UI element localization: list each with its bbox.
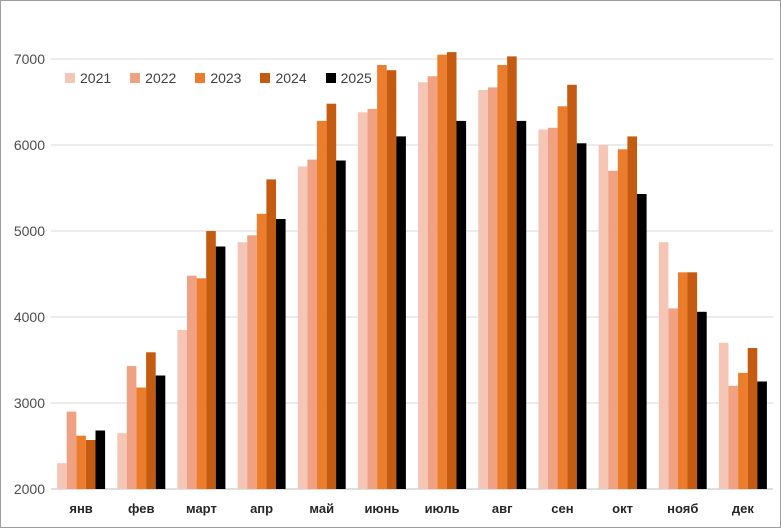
bar-2023-окт xyxy=(617,149,628,490)
bar-2022-май xyxy=(307,159,317,489)
x-axis-category-label: июль xyxy=(425,501,460,516)
bar-2021-июнь xyxy=(357,112,368,490)
legend-item-2025: 2025 xyxy=(325,70,372,86)
bar-2025-июнь xyxy=(396,136,406,489)
x-axis-category-label: янв xyxy=(69,501,92,516)
legend-swatch-2021 xyxy=(65,73,75,83)
bar-2025-дек xyxy=(757,381,767,489)
bar-2022-авг xyxy=(487,87,498,490)
bar-2025-нояб xyxy=(697,311,707,489)
bar-2021-апр xyxy=(237,242,248,489)
bar-2024-июль xyxy=(446,52,457,489)
bar-2021-авг xyxy=(478,90,488,489)
bar-2023-сен xyxy=(557,106,568,490)
bar-2023-фев xyxy=(136,387,146,489)
bar-2022-апр xyxy=(247,235,257,489)
legend-label: 2024 xyxy=(275,70,307,86)
bar-2022-фев xyxy=(126,366,137,489)
bar-2021-янв xyxy=(57,463,67,489)
legend-item-2023: 2023 xyxy=(195,70,241,86)
y-axis-tick-label: 3000 xyxy=(14,395,45,411)
bar-2024-окт xyxy=(627,136,637,489)
bar-2023-май xyxy=(316,120,327,490)
bar-2023-июль xyxy=(437,54,447,489)
legend-item-2021: 2021 xyxy=(65,70,111,86)
bar-2025-фев xyxy=(155,375,166,489)
bar-2024-дек xyxy=(747,348,758,489)
bar-2022-нояб xyxy=(668,308,678,489)
legend-swatch-2025 xyxy=(325,73,336,83)
legend-label: 2022 xyxy=(145,70,177,86)
x-axis-category-label: фев xyxy=(128,501,154,516)
bar-2025-сен xyxy=(576,143,587,490)
legend-swatch-2023 xyxy=(195,73,206,83)
bar-2024-май xyxy=(326,103,337,489)
bar-2021-нояб xyxy=(658,242,669,489)
x-axis-category-label: март xyxy=(186,501,217,516)
x-axis-category-label: сен xyxy=(551,501,573,516)
legend-label: 2025 xyxy=(340,70,372,86)
bar-2021-фев xyxy=(117,433,127,489)
x-axis-category-label: дек xyxy=(732,501,754,516)
bar-2021-июль xyxy=(418,82,428,489)
bar-2025-апр xyxy=(276,219,286,489)
bar-2025-окт xyxy=(637,194,647,489)
x-axis-category-label: окт xyxy=(612,501,633,516)
bar-2021-окт xyxy=(598,145,609,489)
x-axis-category-label: нояб xyxy=(667,501,698,516)
y-axis-tick-label: 4000 xyxy=(14,309,45,325)
bar-2021-март xyxy=(177,329,187,489)
bar-2022-дек xyxy=(728,385,739,489)
bar-2024-янв xyxy=(85,440,96,489)
bar-2024-июнь xyxy=(386,70,397,489)
bar-2023-нояб xyxy=(678,272,688,489)
bar-2023-март xyxy=(196,278,207,489)
bar-2024-сен xyxy=(567,84,577,490)
bar-2024-март xyxy=(206,231,216,489)
bar-2024-апр xyxy=(266,179,276,489)
bar-2023-апр xyxy=(256,213,267,490)
y-axis-tick-label: 6000 xyxy=(14,137,45,153)
chart-legend: 2021 2022 2023 2024 2025 xyxy=(65,70,372,86)
x-axis-category-label: апр xyxy=(250,501,273,516)
bar-2023-авг xyxy=(497,65,507,489)
legend-swatch-2024 xyxy=(260,73,271,83)
bar-2023-дек xyxy=(738,372,748,489)
bar-2022-янв xyxy=(66,411,77,489)
legend-label: 2023 xyxy=(210,70,242,86)
legend-label: 2021 xyxy=(80,70,112,86)
y-axis-tick-label: 7000 xyxy=(14,51,45,67)
y-axis-tick-label: 5000 xyxy=(14,223,45,239)
bar-2025-авг xyxy=(516,120,527,490)
bar-2022-июнь xyxy=(367,108,378,490)
x-axis-category-label: май xyxy=(309,501,334,516)
x-axis-category-label: авг xyxy=(492,501,513,516)
bar-2022-март xyxy=(187,275,197,489)
bar-2023-июнь xyxy=(377,65,387,489)
y-axis-tick-label: 2000 xyxy=(14,481,45,497)
bar-2022-сен xyxy=(548,127,558,490)
bar-2021-май xyxy=(297,166,308,489)
legend-item-2024: 2024 xyxy=(260,70,307,86)
bar-2022-июль xyxy=(427,76,438,489)
bar-2024-фев xyxy=(146,352,156,489)
bar-2021-дек xyxy=(718,342,729,489)
bar-2025-май xyxy=(336,160,346,489)
bar-2022-окт xyxy=(608,170,618,490)
bar-2021-сен xyxy=(538,129,548,489)
x-axis-category-label: июнь xyxy=(364,501,399,516)
bar-2025-янв xyxy=(95,430,106,489)
legend-item-2022: 2022 xyxy=(130,70,176,86)
legend-swatch-2022 xyxy=(130,73,141,83)
bar-2025-июль xyxy=(456,120,467,490)
bar-2024-нояб xyxy=(687,272,698,489)
bar-2023-янв xyxy=(76,435,86,489)
bar-2025-март xyxy=(215,246,226,489)
bar-2024-авг xyxy=(507,56,517,490)
